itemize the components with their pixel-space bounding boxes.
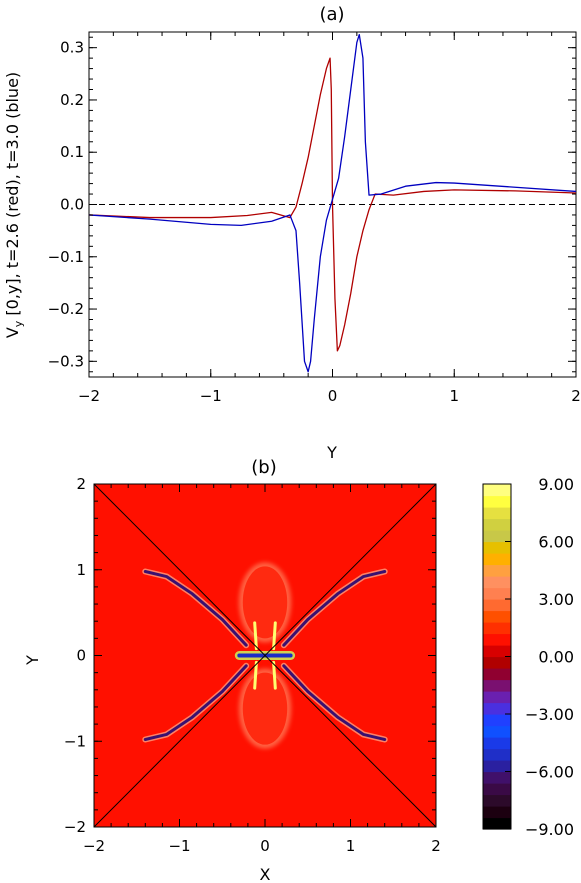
colorbar-swatch [483,564,511,577]
colorbar-swatch [483,794,511,807]
colorbar-swatch [483,622,511,635]
colorbar-swatch [483,668,511,681]
arc-feature [143,664,248,741]
y-tick-label: 0.2 [60,91,84,109]
panel-b-y-axis-label: Y [23,655,42,666]
y-tick-label: 1 [76,561,86,579]
y-tick-label: 2 [76,475,86,493]
y-tick-label: −0.1 [48,248,84,266]
x-tick-label: 1 [346,837,356,855]
x-tick-label: 2 [431,837,441,855]
lobe-feature [242,672,288,745]
x-tick-label: 0 [260,837,270,855]
panel-b-x-axis-label: X [260,865,271,883]
y-tick-label: −0.3 [48,352,84,370]
jet-feature [253,660,258,690]
colorbar-swatch [483,783,511,796]
y-tick-label: −1 [64,732,86,750]
colorbar-swatch [483,610,511,623]
colorbar-tick-label: −3.00 [525,705,574,724]
colorbar-swatch [483,599,511,612]
y-tick-label: 0 [76,647,86,665]
panel-b-heatmap: (b) −2 −1 0 1 2 −2 −1 0 1 2 X Y 9.00 6.00 3.00 0.00… [23,457,574,883]
x-tick-label: −1 [200,387,222,405]
colorbar-swatch [483,484,511,497]
arc-feature [282,570,387,647]
y-tick-label: −2 [64,818,86,836]
x-tick-label: −2 [83,837,105,855]
colorbar-tick-label: 6.00 [538,533,574,552]
arc-feature [282,664,387,741]
lobe-feature [242,566,288,639]
colorbar-tick-label: 3.00 [538,590,574,609]
panel-b-title: (b) [251,457,276,478]
x-tick-label: 1 [449,387,459,405]
colorbar-swatch [483,553,511,566]
colorbar-swatch [483,633,511,646]
colorbar-swatch [483,714,511,727]
colorbar-swatch [483,702,511,715]
colorbar-swatch [483,495,511,508]
colorbar-swatch [483,806,511,819]
colorbar-swatch [483,576,511,589]
arc-feature [143,570,248,647]
x-tick-label: 2 [571,387,581,405]
x-tick-label: 0 [328,387,338,405]
colorbar-swatch [483,679,511,692]
y-tick-label: −0.2 [48,300,84,318]
colorbar-swatch [483,691,511,704]
colorbar-tick-label: −6.00 [525,763,574,782]
panel-a-y-axis-label: Vy [0,y], t=2.6 (red), t=3.0 (blue) [3,72,25,338]
jet-feature [272,660,277,690]
colorbar-swatch [483,748,511,761]
colorbar-swatch [483,817,511,830]
colorbar-swatch [483,518,511,531]
colorbar-swatch [483,656,511,669]
colorbar-swatch [483,737,511,750]
panel-a-title: (a) [319,4,344,25]
panel-a-x-axis-label: Y [326,443,337,462]
x-tick-label: −2 [78,387,100,405]
x-tick-label: −1 [168,837,190,855]
y-tick-label: 0.3 [60,39,84,57]
colorbar-swatch [483,587,511,600]
panel-a-line-chart: (a) −2 −1 0 1 2 −0.3 −0.2 −0.1 0.0 0.1 0.2 0.3 Y V… [3,4,581,462]
series-line-1 [89,33,576,373]
colorbar-tick-label: −9.00 [525,820,574,839]
colorbar-swatch [483,645,511,658]
y-tick-label: 0.0 [60,196,84,214]
y-tick-label: 0.1 [60,143,84,161]
jet-feature [253,621,258,651]
colorbar-swatch [483,760,511,773]
jet-feature [272,621,277,651]
separatrix-line [94,484,436,827]
colorbar-swatch [483,507,511,520]
colorbar [483,484,511,830]
colorbar-tick-label: 0.00 [538,648,574,667]
colorbar-swatch [483,541,511,554]
colorbar-tick-label: 9.00 [538,475,574,494]
colorbar-swatch [483,530,511,543]
colorbar-swatch [483,725,511,738]
colorbar-swatch [483,771,511,784]
